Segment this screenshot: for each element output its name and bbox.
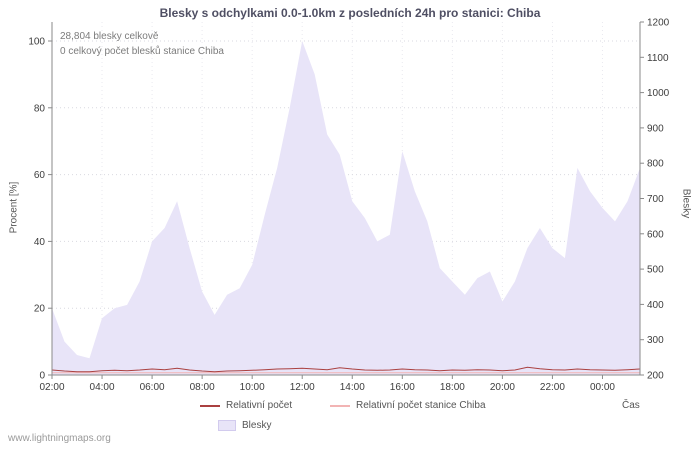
svg-text:80: 80 xyxy=(34,103,46,114)
chart-plot: 0 20 40 60 80 100 200 300 400 500 600 700 800 900 1000… xyxy=(28,18,670,394)
svg-text:300: 300 xyxy=(647,335,664,346)
svg-text:12:00: 12:00 xyxy=(290,382,315,393)
legend-swatch-relative-count-station xyxy=(330,404,350,407)
chart-title: Blesky s odchylkami 0.0-1.0km z poslední… xyxy=(159,6,541,20)
legend-label-relative-count: Relativní počet xyxy=(226,400,293,411)
legend-label-strikes-area: Blesky xyxy=(242,420,272,431)
x-axis-label: Čas xyxy=(622,400,640,411)
svg-text:10:00: 10:00 xyxy=(240,382,265,393)
svg-text:600: 600 xyxy=(647,229,664,240)
svg-text:18:00: 18:00 xyxy=(440,382,465,393)
svg-text:400: 400 xyxy=(647,300,664,311)
svg-text:1200: 1200 xyxy=(647,18,670,29)
legend-swatch-relative-count xyxy=(200,404,220,407)
footer-link[interactable]: www.lightningmaps.org xyxy=(8,433,111,444)
svg-text:800: 800 xyxy=(647,159,664,170)
svg-text:200: 200 xyxy=(647,371,664,382)
legend-swatch-strikes-area xyxy=(218,420,236,431)
y-axis-label-right: Blesky xyxy=(680,188,692,219)
svg-text:04:00: 04:00 xyxy=(90,382,115,393)
svg-text:40: 40 xyxy=(34,237,46,248)
svg-text:00:00: 00:00 xyxy=(590,382,615,393)
legend-item-relative-count-station: Relativní počet stanice Chiba xyxy=(330,400,486,411)
svg-text:08:00: 08:00 xyxy=(190,382,215,393)
svg-text:500: 500 xyxy=(647,265,664,276)
svg-text:06:00: 06:00 xyxy=(140,382,165,393)
svg-text:1000: 1000 xyxy=(647,88,670,99)
svg-text:100: 100 xyxy=(28,37,45,48)
svg-text:900: 900 xyxy=(647,123,664,134)
svg-text:0: 0 xyxy=(39,371,45,382)
svg-text:02:00: 02:00 xyxy=(39,382,64,393)
legend-label-relative-count-station: Relativní počet stanice Chiba xyxy=(356,400,486,411)
svg-text:20:00: 20:00 xyxy=(490,382,515,393)
svg-text:60: 60 xyxy=(34,170,46,181)
svg-text:20: 20 xyxy=(34,304,46,315)
svg-text:700: 700 xyxy=(647,194,664,205)
legend-item-relative-count: Relativní počet xyxy=(200,400,292,411)
y-axis-label-left: Procent [%] xyxy=(8,181,20,234)
svg-text:1100: 1100 xyxy=(647,53,669,64)
legend-item-strikes-area: Blesky xyxy=(218,420,271,431)
svg-text:16:00: 16:00 xyxy=(390,382,415,393)
annotation-station-strikes: 0 celkový počet blesků stanice Chiba xyxy=(60,46,224,57)
annotation-total-strikes: 28,804 blesky celkově xyxy=(60,31,159,42)
svg-text:14:00: 14:00 xyxy=(340,382,365,393)
svg-text:22:00: 22:00 xyxy=(540,382,565,393)
